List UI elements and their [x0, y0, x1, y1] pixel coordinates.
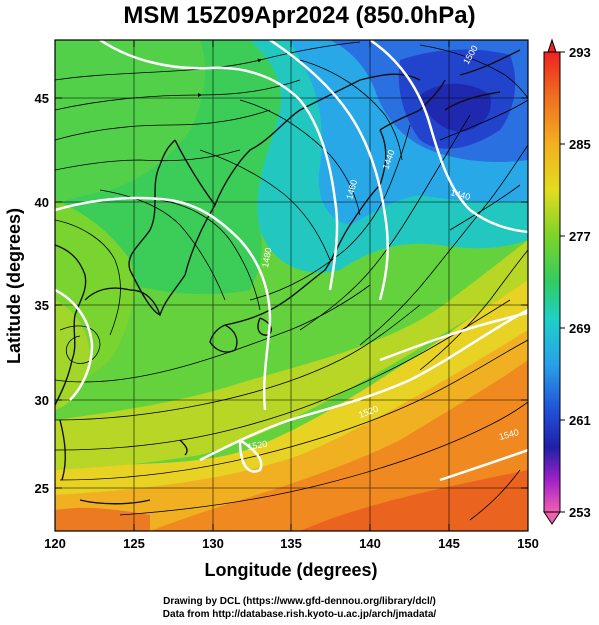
map-title: MSM 15Z09Apr2024 (850.0hPa) — [123, 2, 476, 29]
colorbar-label: 253 — [569, 505, 591, 520]
x-tick-label: 140 — [359, 536, 381, 551]
x-tick-label: 135 — [280, 536, 302, 551]
y-tick-label: 40 — [35, 195, 49, 210]
colorbar: 293 285 277 269 261 253 — [543, 38, 591, 525]
y-tick-label: 45 — [35, 91, 49, 106]
colorbar-label: 277 — [569, 229, 591, 244]
colorbar-bottom-arrow — [543, 511, 561, 525]
x-ticks — [54, 40, 529, 531]
coastlines — [55, 49, 521, 505]
height-contours — [55, 40, 528, 482]
credit-drawing: Drawing by DCL (https://www.gfd-dennou.o… — [163, 596, 436, 607]
x-tick-label: 125 — [123, 536, 145, 551]
colorbar-top-arrow — [547, 38, 557, 53]
colorbar-scale — [543, 51, 561, 513]
colorbar-label: 261 — [569, 413, 591, 428]
x-axis-label: Longitude (degrees) — [204, 560, 377, 580]
y-axis-label: Latitude (degrees) — [4, 208, 24, 364]
y-tick-label: 25 — [35, 481, 49, 496]
temperature-field — [55, 40, 528, 531]
contour-label-7: 1520 — [247, 439, 268, 452]
x-tick-labels: 120 125 130 135 140 145 150 — [44, 536, 539, 551]
y-ticks — [55, 97, 528, 489]
colorbar-label: 269 — [569, 321, 591, 336]
wind-streamlines — [55, 41, 528, 521]
colorbar-label: 285 — [569, 137, 591, 152]
colorbar-label: 293 — [569, 45, 591, 60]
y-tick-labels: 45 40 35 30 25 — [35, 91, 49, 496]
x-tick-label: 130 — [202, 536, 224, 551]
y-tick-label: 35 — [35, 298, 49, 313]
x-tick-label: 150 — [517, 536, 539, 551]
contour-label-4: 1480 — [260, 247, 273, 268]
x-tick-label: 145 — [438, 536, 460, 551]
y-tick-label: 30 — [35, 393, 49, 408]
x-tick-label: 120 — [44, 536, 66, 551]
credit-data-source: Data from http://database.rish.kyoto-u.a… — [162, 609, 437, 620]
